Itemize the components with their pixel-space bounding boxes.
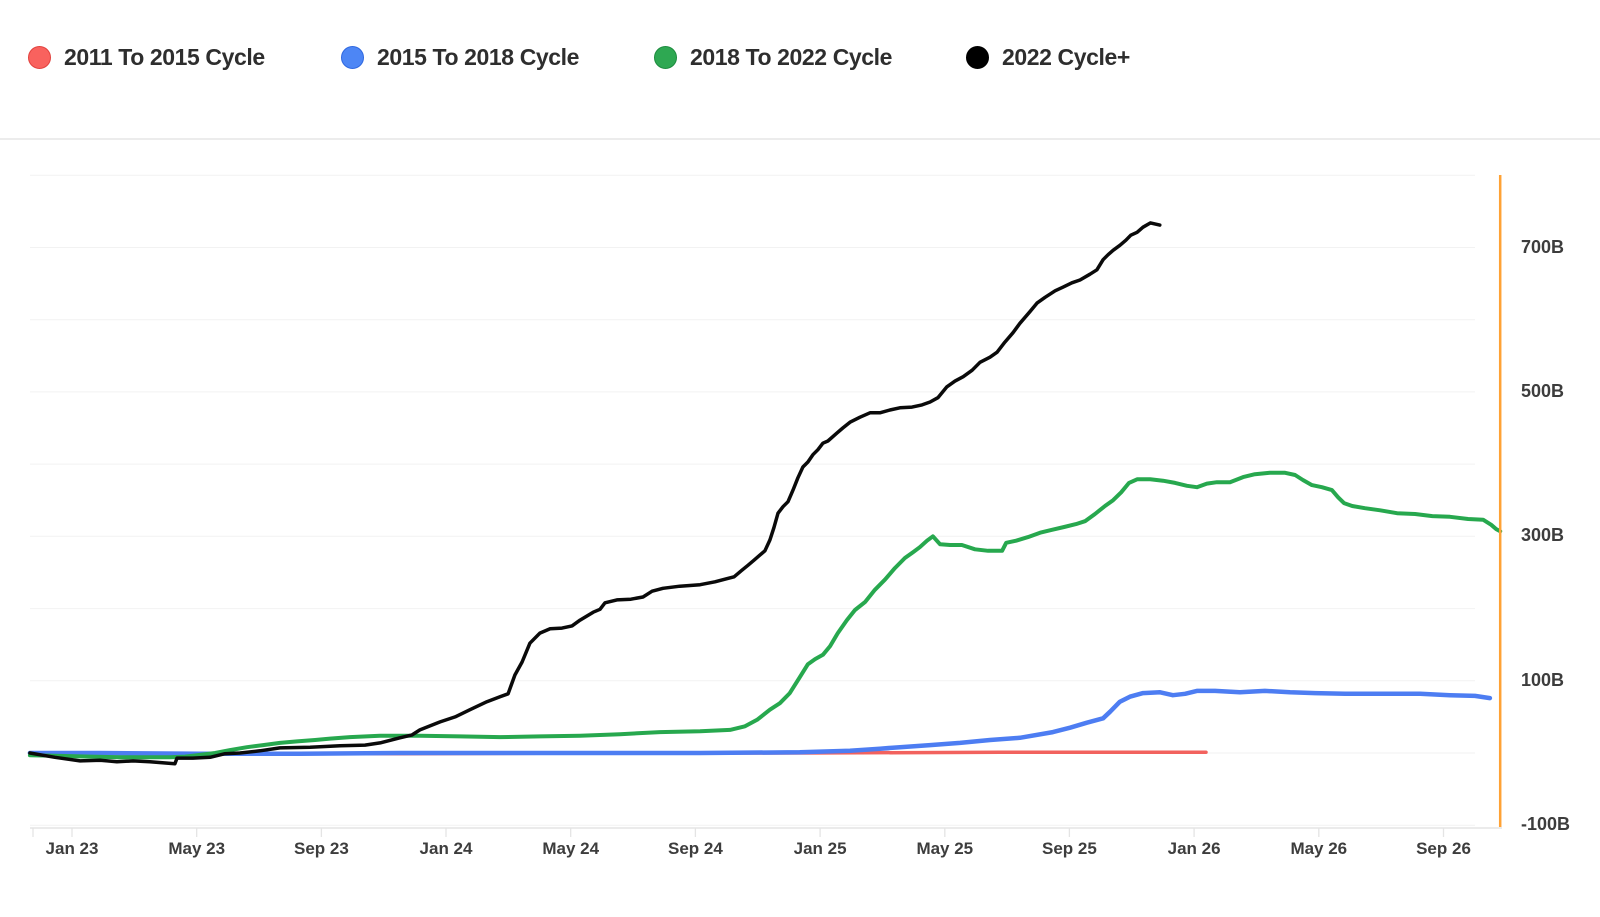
x-axis-label: Sep 23 — [293, 839, 349, 858]
legend-swatch-blue-icon — [341, 45, 364, 69]
legend-item-2015-2018-cycle[interactable]: 2015 To 2018 Cycle — [341, 40, 579, 74]
x-axis-label: Sep 24 — [667, 839, 723, 858]
y-axis-label: 700B — [1521, 236, 1565, 257]
x-axis-label: Sep 25 — [1041, 839, 1097, 858]
legend-label: 2011 To 2015 Cycle — [64, 43, 265, 70]
legend-swatch-green-icon — [654, 45, 677, 69]
x-axis-label: May 23 — [168, 839, 226, 858]
series-line-2018-to-2022-cycle — [27, 470, 1503, 760]
y-axis-label: 100B — [1521, 669, 1565, 690]
legend-divider — [0, 138, 1600, 140]
legend-label: 2018 To 2022 Cycle — [690, 43, 893, 70]
x-axis-label: Jan 26 — [1167, 839, 1221, 858]
x-axis-label: May 24 — [542, 839, 600, 858]
x-axis-label: Jan 25 — [793, 839, 847, 858]
y-axis-label: 500B — [1521, 380, 1565, 401]
legend-label: 2015 To 2018 Cycle — [377, 43, 580, 70]
legend-label: 2022 Cycle+ — [1002, 43, 1130, 70]
legend-swatch-black-icon — [966, 45, 989, 69]
y-axis-label: -100B — [1521, 814, 1571, 835]
legend-swatch-red-icon — [28, 45, 51, 69]
legend-item-2018-2022-cycle[interactable]: 2018 To 2022 Cycle — [654, 40, 892, 74]
chart-legend: 2011 To 2015 Cycle 2015 To 2018 Cycle 20… — [0, 40, 1600, 74]
legend-item-2011-2015-cycle[interactable]: 2011 To 2015 Cycle — [28, 40, 265, 74]
x-axis-label: Jan 24 — [419, 839, 473, 858]
series-line-2022-cycle — [28, 221, 1162, 766]
x-axis-label: Sep 26 — [1416, 839, 1471, 858]
series-line-2015-to-2018-cycle — [27, 688, 1493, 756]
x-axis-label: May 26 — [1290, 839, 1348, 858]
x-axis-label: Jan 23 — [45, 839, 99, 858]
legend-item-2022-cycle-plus[interactable]: 2022 Cycle+ — [966, 40, 1130, 74]
x-axis-label: May 25 — [916, 839, 974, 858]
y-axis-label: 300B — [1521, 525, 1565, 546]
